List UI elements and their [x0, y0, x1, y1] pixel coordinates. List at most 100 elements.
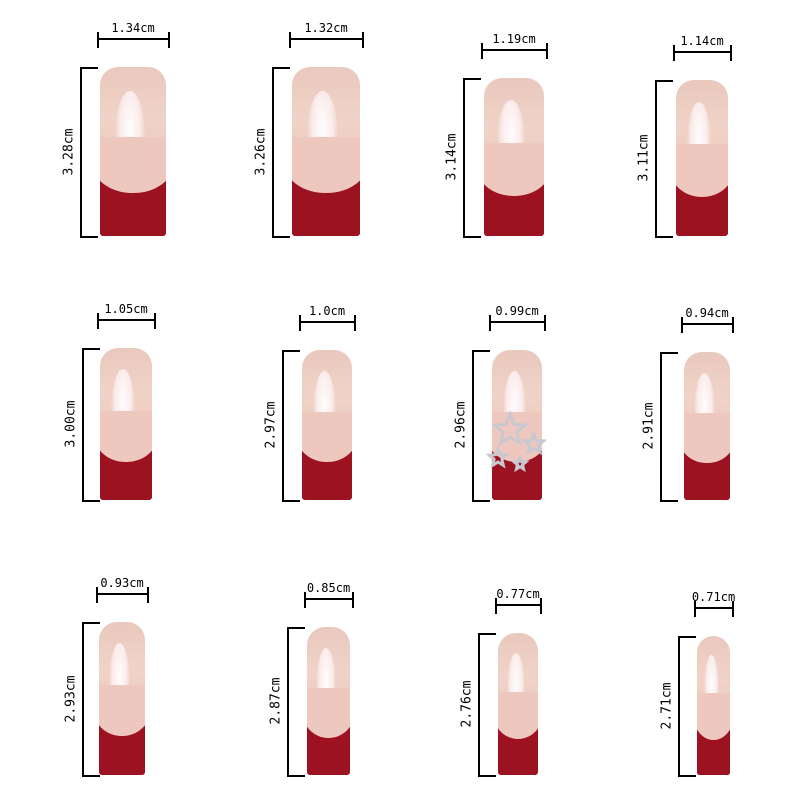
length-tick-top	[80, 67, 98, 69]
width-dimension-line	[299, 321, 355, 323]
nail-image	[307, 627, 350, 775]
width-label: 0.71cm	[691, 590, 736, 604]
nail-tip	[307, 687, 350, 775]
length-tick-bottom	[678, 775, 696, 777]
width-label: 0.85cm	[306, 581, 351, 595]
width-tick-left	[97, 32, 99, 48]
width-tick-right	[354, 315, 356, 331]
width-label: 1.34cm	[111, 21, 155, 35]
width-label: 0.94cm	[685, 306, 729, 320]
length-tick-top	[463, 78, 481, 80]
width-tick-left	[489, 315, 491, 331]
width-tick-right	[147, 587, 149, 603]
nail-tip	[292, 136, 360, 236]
length-tick-top	[655, 80, 673, 82]
width-tick-left	[694, 601, 696, 617]
length-dimension-line	[272, 67, 274, 236]
width-tick-right	[154, 313, 156, 329]
nail-image	[292, 67, 360, 236]
width-dimension-line	[304, 598, 353, 600]
length-tick-top	[282, 350, 300, 352]
length-tick-top	[472, 350, 490, 352]
length-dimension-line	[478, 633, 480, 775]
nail-image	[100, 67, 166, 236]
width-tick-right	[540, 598, 542, 614]
length-label: 2.91cm	[641, 402, 657, 450]
length-dimension-line	[287, 627, 289, 775]
width-tick-right	[732, 317, 734, 333]
width-dimension-line	[97, 38, 169, 40]
nail-tip	[100, 410, 152, 500]
width-tick-right	[732, 601, 734, 617]
length-tick-top	[82, 348, 100, 350]
width-tick-left	[673, 45, 675, 61]
length-dimension-line	[660, 352, 662, 500]
length-dimension-line	[463, 78, 465, 236]
length-dimension-line	[678, 636, 680, 775]
length-tick-top	[678, 636, 696, 638]
width-dimension-line	[495, 604, 541, 606]
width-label: 0.93cm	[100, 576, 144, 590]
width-tick-left	[299, 315, 301, 331]
width-tick-left	[97, 313, 99, 329]
length-tick-bottom	[272, 236, 290, 238]
length-tick-bottom	[80, 236, 98, 238]
nail-tip	[676, 144, 728, 236]
length-tick-bottom	[478, 775, 496, 777]
width-label: 0.99cm	[495, 304, 539, 318]
nail-tip	[684, 412, 730, 500]
width-tick-left	[304, 592, 306, 608]
width-dimension-line	[673, 51, 731, 53]
length-dimension-line	[82, 348, 84, 500]
width-dimension-line	[481, 49, 547, 51]
length-label: 2.97cm	[263, 401, 279, 449]
width-dimension-line	[97, 319, 155, 321]
length-dimension-line	[282, 350, 284, 500]
width-tick-left	[495, 598, 497, 614]
nail-tip	[302, 411, 352, 500]
width-tick-right	[730, 45, 732, 61]
length-tick-bottom	[287, 775, 305, 777]
width-dimension-line	[681, 323, 733, 325]
length-tick-bottom	[82, 500, 100, 502]
nail-tip	[697, 693, 730, 775]
nail-tip	[498, 691, 538, 775]
nail-image	[498, 633, 538, 775]
width-dimension-line	[489, 321, 545, 323]
width-label: 1.19cm	[492, 32, 536, 46]
width-tick-left	[289, 32, 291, 48]
nail-tip	[100, 136, 166, 236]
width-tick-left	[681, 317, 683, 333]
star-charm-icon	[485, 410, 548, 473]
length-tick-bottom	[82, 775, 100, 777]
width-dimension-line	[694, 607, 733, 609]
width-label: 1.0cm	[308, 304, 346, 318]
length-dimension-line	[82, 622, 84, 775]
nail-image	[676, 80, 728, 236]
length-dimension-line	[655, 80, 657, 236]
length-tick-top	[287, 627, 305, 629]
length-tick-bottom	[655, 236, 673, 238]
length-label: 3.26cm	[253, 128, 269, 175]
length-label: 2.87cm	[268, 677, 284, 725]
length-tick-top	[82, 622, 100, 624]
length-tick-top	[660, 352, 678, 354]
nail-image	[484, 78, 544, 236]
length-tick-bottom	[660, 500, 678, 502]
nail-tip	[484, 142, 544, 236]
width-tick-left	[481, 43, 483, 59]
length-label: 2.93cm	[63, 675, 79, 722]
length-tick-top	[478, 633, 496, 635]
length-dimension-line	[80, 67, 82, 236]
length-tick-bottom	[463, 236, 481, 238]
nail-image	[684, 352, 730, 500]
width-dimension-line	[96, 593, 148, 595]
width-label: 1.32cm	[304, 21, 348, 35]
width-tick-right	[546, 43, 548, 59]
length-tick-bottom	[282, 500, 300, 502]
width-tick-left	[96, 587, 98, 603]
length-tick-bottom	[472, 500, 490, 502]
length-label: 2.76cm	[459, 680, 475, 728]
length-label: 3.14cm	[444, 133, 460, 181]
